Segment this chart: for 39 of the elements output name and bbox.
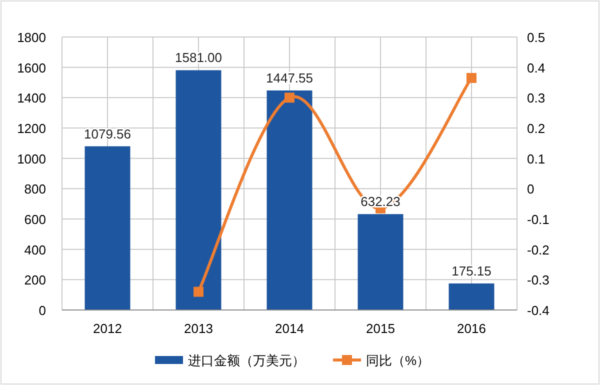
- x-tick-label: 2016: [457, 321, 486, 336]
- y2-tick-label: 0.4: [527, 60, 546, 76]
- data-label: 175.15: [452, 263, 492, 278]
- y2-tick-label: -0.2: [527, 242, 550, 258]
- y-tick-label: 0: [38, 303, 46, 318]
- x-tick-label: 2015: [366, 321, 395, 336]
- y-tick-label: 800: [24, 182, 46, 197]
- y2-tick-label: 0.5: [527, 30, 546, 45]
- y2-tick-label: 0.1: [527, 151, 546, 166]
- x-tick-label: 2013: [184, 321, 213, 336]
- bar: [358, 214, 404, 310]
- y2-tick-label: -0.4: [527, 303, 550, 318]
- point: [466, 72, 476, 83]
- y-tick-label: 1800: [17, 30, 46, 45]
- y2-tick-label: -0.3: [527, 272, 550, 288]
- data-label: 1447.55: [266, 70, 313, 86]
- x-tick-label: 2012: [93, 321, 122, 336]
- legend-label: 同比（%）: [366, 353, 430, 368]
- y2-tick-label: 0.2: [527, 121, 546, 136]
- y-tick-label: 1000: [17, 151, 46, 166]
- y-tick-label: 400: [24, 242, 46, 258]
- y2-tick-label: 0.3: [527, 90, 546, 106]
- bar: [448, 283, 494, 310]
- bar: [176, 70, 222, 310]
- y2-tick-label: 0: [527, 182, 534, 197]
- y-tick-label: 600: [24, 212, 46, 227]
- x-tick-label: 2014: [275, 321, 304, 336]
- point: [194, 286, 204, 297]
- legend-label: 进口金额（万美元）: [188, 353, 305, 368]
- y2-tick-label: -0.1: [527, 212, 550, 227]
- bar: [84, 146, 130, 310]
- y-tick-label: 200: [24, 272, 46, 288]
- data-label: 1079.56: [84, 126, 131, 142]
- point: [284, 92, 294, 103]
- data-label: 1581.00: [175, 50, 222, 66]
- y-tick-label: 1400: [17, 90, 46, 106]
- bar: [266, 90, 312, 310]
- y-tick-label: 1200: [17, 121, 46, 136]
- y-tick-label: 1600: [17, 60, 46, 76]
